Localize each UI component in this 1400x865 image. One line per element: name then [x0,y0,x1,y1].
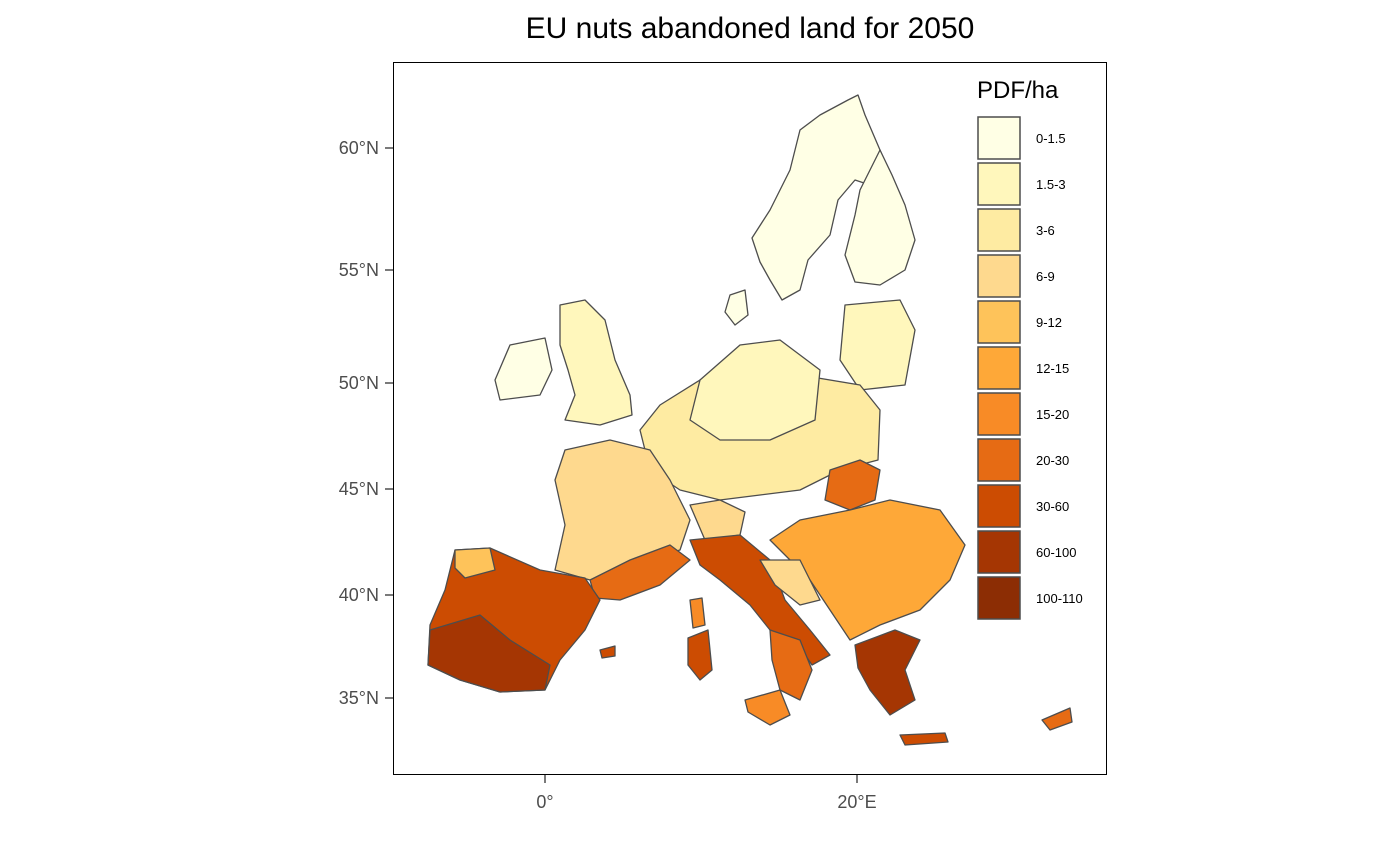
region-corsica [689,597,706,629]
legend-key-swatch [977,162,1021,206]
legend-key-label: 12-15 [1036,361,1069,376]
region-baltics [839,299,916,391]
region-carpathian [824,459,881,511]
y-tick-label: 45°N [339,479,379,499]
legend-key-swatch [977,576,1021,620]
region-greece [854,629,921,716]
legend-key-swatch [977,254,1021,298]
legend-keys: 0-1.5 1.5-3 3-6 6-9 9-12 12-15 15-20 20-30 30-60… [977,116,1083,620]
legend-key-label: 30-60 [1036,499,1069,514]
legend-key-label: 60-100 [1036,545,1076,560]
x-tick-label: 0° [536,792,553,812]
region-north-central [689,339,821,441]
region-sicily [744,689,791,726]
region-south-italy [769,629,813,701]
region-finland [844,149,916,286]
region-balkans [769,499,966,641]
legend-key-swatch [977,530,1021,574]
legend-key-label: 20-30 [1036,453,1069,468]
region-denmark [724,289,749,326]
legend-key-label: 0-1.5 [1036,131,1066,146]
region-ireland [494,337,553,401]
y-tick-label: 35°N [339,688,379,708]
legend-key-swatch [977,484,1021,528]
legend-key-swatch [977,300,1021,344]
region-alps [689,499,746,541]
x-axis [544,775,858,783]
legend-key-label: 6-9 [1036,269,1055,284]
legend-title: PDF/ha [977,77,1059,104]
region-balearics [599,645,616,659]
chart-title: EU nuts abandoned land for 2050 [525,12,975,45]
region-nw-iberia [454,547,496,579]
y-tick-label: 60°N [339,138,379,158]
legend-key-swatch [977,346,1021,390]
y-tick-label: 40°N [339,585,379,605]
region-south-iberia [427,614,551,693]
legend-key-swatch [977,392,1021,436]
y-axis [385,147,393,699]
legend-key-swatch [977,438,1021,482]
legend-key-label: 9-12 [1036,315,1062,330]
legend-key-swatch [977,208,1021,252]
region-sardinia [687,629,713,681]
legend-key-swatch [977,116,1021,160]
region-cyprus [1041,707,1073,731]
legend-key-label: 1.5-3 [1036,177,1066,192]
region-uk [559,299,633,426]
y-tick-label: 55°N [339,260,379,280]
legend-key-label: 3-6 [1036,223,1055,238]
y-tick-label: 50°N [339,373,379,393]
legend-key-label: 15-20 [1036,407,1069,422]
region-crete [899,732,949,746]
x-tick-label: 20°E [837,792,876,812]
region-croatia [759,559,821,606]
map-regions [427,94,1073,746]
legend-key-label: 100-110 [1036,591,1083,606]
